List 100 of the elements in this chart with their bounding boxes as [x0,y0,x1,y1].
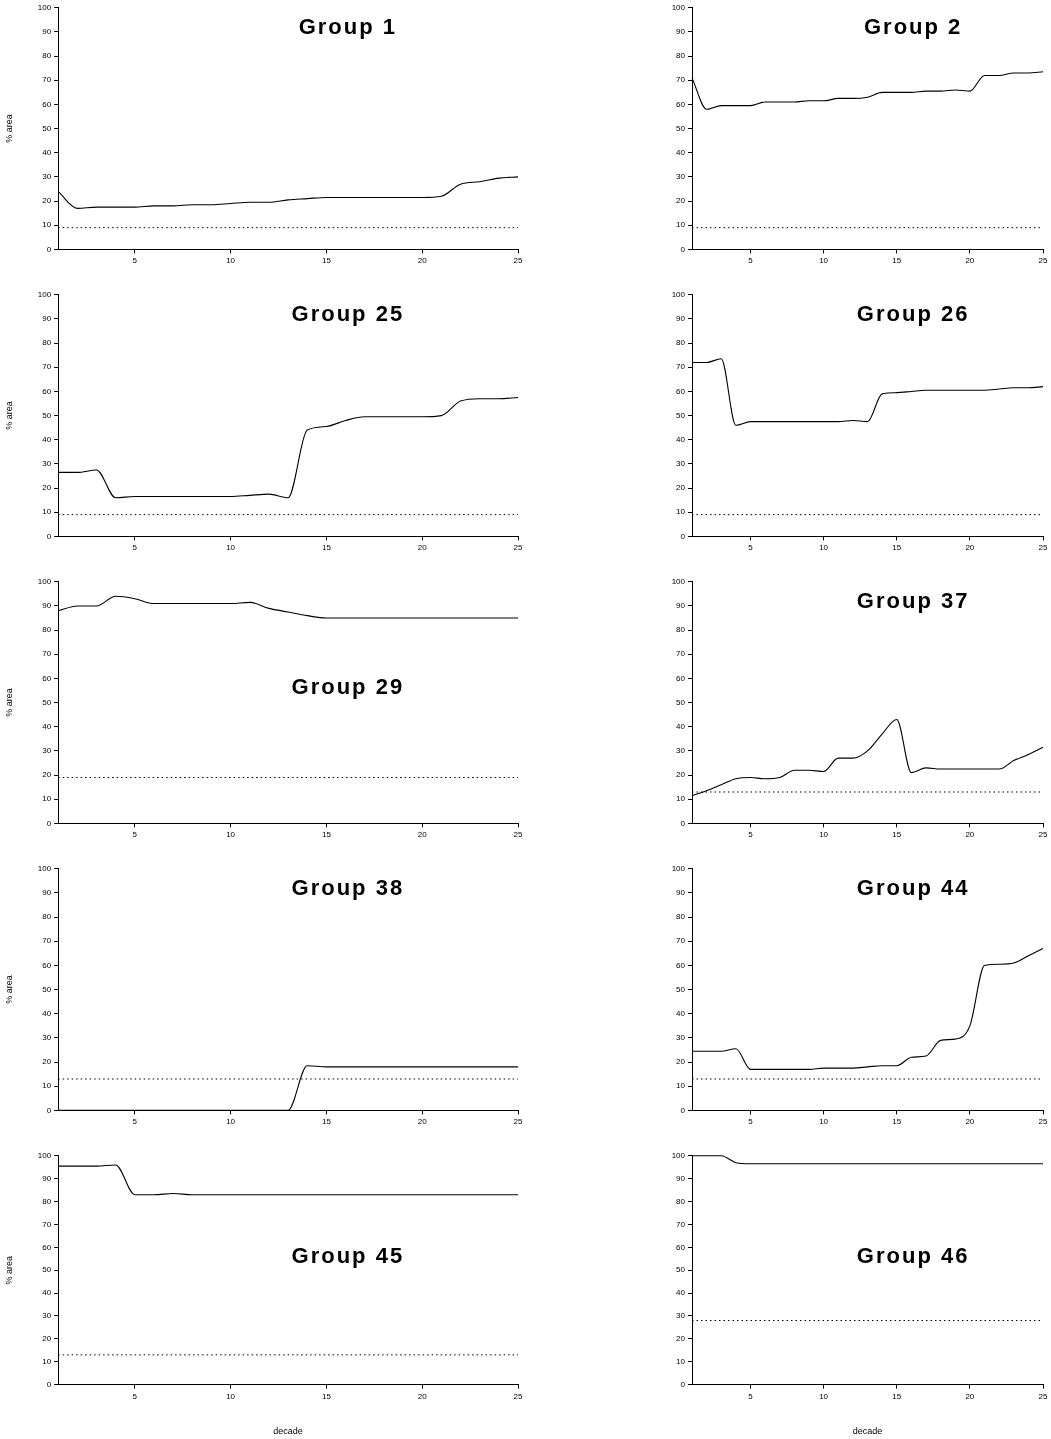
x-tick-label: 15 [892,1117,902,1127]
y-tick-label: 0 [680,1105,686,1115]
x-tick-label: 5 [748,830,754,840]
y-tick-label: 80 [42,338,52,348]
y-tick-label: 20 [676,1334,686,1344]
y-tick-label: 60 [42,1242,52,1252]
y-tick-label: 40 [42,1288,52,1298]
y-tick-label: 20 [676,1057,686,1067]
x-tick-label: 15 [321,830,332,840]
y-tick-label: 30 [676,1033,686,1043]
x-tick-label: 25 [1038,1117,1048,1127]
x-tick-label: 10 [819,1391,829,1401]
y-tick-label: 40 [42,721,52,731]
x-tick-label: 25 [1038,543,1048,553]
y-tick-label: 40 [676,1008,686,1018]
y-tick-label: 10 [676,1356,686,1366]
x-tick-label: 10 [226,1391,236,1401]
y-tick-label: 20 [42,196,52,206]
x-tick-label: 25 [513,830,523,840]
chart-title: Group 44 [856,874,970,900]
x-tick-label: 20 [965,830,975,840]
text: Group 45 [291,1242,405,1268]
y-tick-label: 50 [676,1265,686,1275]
y-tick-label: 50 [42,984,52,994]
y-tick-label: 50 [676,697,686,707]
y-tick-label: 0 [46,244,52,254]
text: Group 29 [291,674,405,700]
x-tick-label: 10 [819,543,829,553]
y-tick-label: 0 [680,818,686,828]
y-tick-label: 40 [676,1288,686,1298]
y-tick-label: 80 [676,51,686,61]
y-tick-label: 60 [42,673,52,683]
y-tick-label: 60 [42,960,52,970]
y-tick-label: 100 [37,577,52,586]
y-tick-label: 50 [42,123,52,133]
chart-title: Group 38 [291,874,405,900]
x-tick-label: 5 [132,543,138,553]
x-tick-label: 20 [417,830,428,840]
x-tick-label: 10 [226,830,236,840]
y-tick-label: 60 [676,673,686,683]
x-tick-label: 15 [892,543,902,553]
y-tick-label: 30 [676,746,686,756]
x-tick-label: 25 [513,1117,523,1127]
y-tick-label: 70 [676,75,686,85]
y-tick-label: 30 [42,1311,52,1321]
x-tick-label: 5 [132,1391,138,1401]
y-tick-label: 30 [42,172,52,182]
y-tick-label: 70 [42,936,52,946]
x-tick-label: 20 [417,256,428,266]
x-tick-label: 10 [226,1117,236,1127]
y-tick-label: 50 [42,697,52,707]
y-tick-label: 10 [42,794,52,804]
y-tick-label: 100 [671,864,686,873]
y-tick-label: 0 [46,1105,52,1115]
x-tick-label: 20 [965,1391,975,1401]
y-tick-label: 0 [680,1379,686,1389]
y-tick-label: 40 [676,721,686,731]
y-tick-label: 40 [42,434,52,444]
y-tick-label: 90 [42,27,52,37]
y-tick-label: 50 [42,1265,52,1275]
y-axis-title: % area [3,401,14,430]
x-tick-label: 5 [132,1117,138,1127]
y-tick-label: 30 [676,172,686,182]
y-tick-label: 10 [42,1356,52,1366]
x-tick-label: 20 [965,543,975,553]
x-tick-label: 10 [819,1117,829,1127]
x-tick-label: 5 [132,256,138,266]
x-tick-label: 20 [965,256,975,266]
y-tick-label: 0 [680,531,686,541]
x-tick-label: 25 [1038,1391,1048,1401]
text: Group 46 [856,1242,970,1268]
x-tick-label: 15 [892,256,902,266]
y-tick-label: 80 [676,1196,686,1206]
x-tick-label: 5 [132,830,138,840]
y-tick-label: 90 [676,27,686,37]
y-tick-label: 80 [42,51,52,61]
y-tick-label: 10 [676,794,686,804]
y-tick-label: 60 [676,99,686,109]
y-tick-label: 40 [42,147,52,157]
chart-title: Group 26 [856,300,970,326]
y-tick-label: 20 [676,483,686,493]
chart-title: Group 2 [863,13,963,39]
y-tick-label: 20 [42,1334,52,1344]
y-tick-label: 80 [42,625,52,635]
y-tick-label: 30 [676,459,686,469]
x-tick-label: 20 [417,1391,428,1401]
chart-title: Group 1 [298,13,398,39]
y-tick-label: 60 [676,1242,686,1252]
y-tick-label: 100 [671,577,686,586]
x-tick-label: 25 [1038,830,1048,840]
y-tick-label: 70 [676,649,686,659]
y-tick-label: 60 [676,386,686,396]
x-tick-label: 20 [417,1117,428,1127]
x-tick-label: 10 [819,256,829,266]
y-tick-label: 80 [42,912,52,922]
y-tick-label: 70 [676,1219,686,1229]
y-tick-label: 20 [676,196,686,206]
y-tick-label: 40 [676,434,686,444]
y-tick-label: 10 [42,507,52,517]
x-tick-label: 5 [748,1117,754,1127]
